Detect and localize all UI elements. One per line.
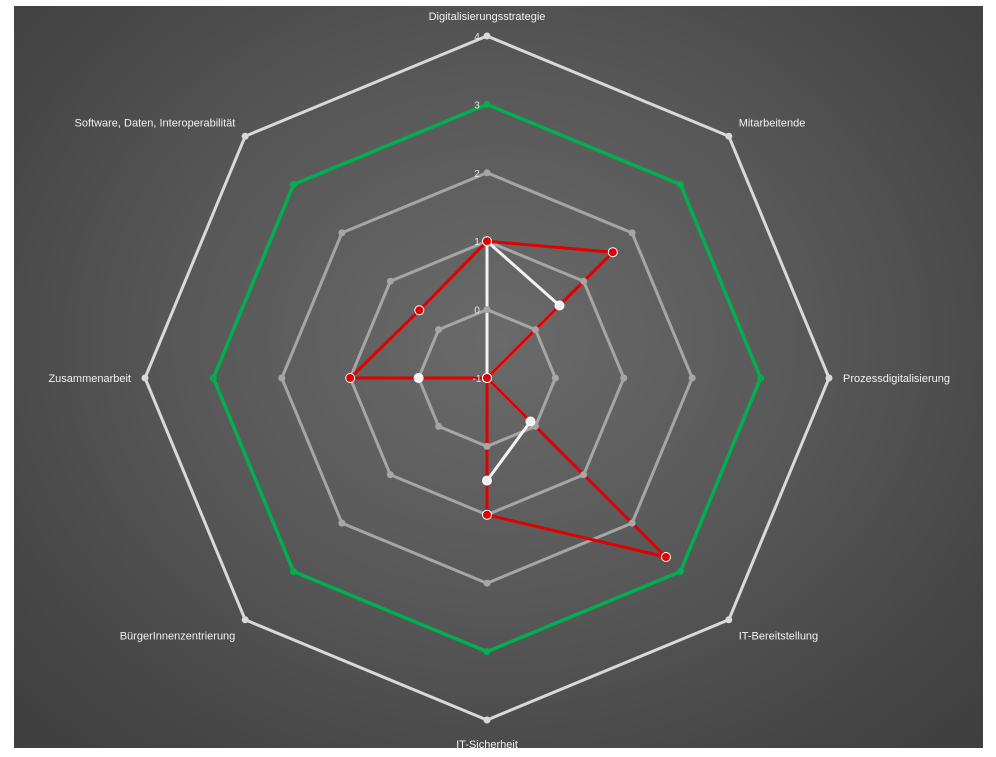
series-0-point-6 [141, 374, 149, 382]
tick-label-0: -1 [473, 374, 482, 385]
series-6-point-5 [482, 373, 492, 383]
series-6-point-3 [661, 552, 671, 562]
series-6-point-7 [414, 305, 425, 316]
series-4-point-5 [435, 422, 443, 430]
series-4-point-0 [483, 306, 491, 314]
tick-label-4: 3 [474, 100, 480, 111]
tick-label-3: 2 [474, 169, 480, 180]
tick-label-1: 0 [474, 306, 480, 317]
series-3-point-5 [386, 471, 394, 479]
series-1-point-2 [757, 374, 765, 382]
series-1-point-5 [290, 568, 297, 575]
series-3-point-7 [386, 277, 394, 285]
series-0-point-2 [825, 374, 833, 382]
series-6-point-4 [482, 509, 492, 520]
series-2-point-4 [483, 579, 491, 587]
series-4-point-7 [435, 326, 443, 334]
series-2-point-0 [483, 169, 491, 177]
series-2-point-3 [628, 519, 636, 527]
series-1-point-3 [677, 568, 684, 575]
tick-label-5: 4 [474, 32, 480, 43]
series-2-point-6 [278, 374, 286, 382]
chart-area: -1 0 1 2 3 4 Digitalisierungsstrategie Mitarbe… [14, 6, 983, 748]
series-6-point-6 [345, 373, 356, 383]
series-4-point-1 [531, 326, 539, 334]
radar-chart: -1 0 1 2 3 4 Digitalisierungsstrategie Mitarbe… [48, 11, 950, 748]
tick-labels: -1 0 1 2 3 4 [473, 32, 482, 385]
series-0-point-5 [241, 616, 249, 624]
series-6-point-1 [607, 247, 618, 258]
series-4-point-2 [551, 374, 559, 382]
series-6-point-0 [482, 236, 492, 247]
category-label-3: IT-Bereitstellung [739, 631, 818, 643]
category-label-0: Digitalisierungsstrategie [429, 11, 546, 23]
category-label-1: Mitarbeitende [739, 117, 806, 129]
series-2-point-1 [628, 229, 636, 237]
series-5-point-3 [525, 416, 536, 427]
series-3-point-3 [580, 471, 588, 479]
series-1-point-0 [483, 100, 491, 108]
points-layer [141, 32, 833, 724]
series-0-point-0 [483, 32, 491, 40]
series-0-point-3 [725, 616, 733, 624]
category-label-2: Prozessdigitalisierung [843, 373, 950, 385]
category-label-7: Software, Daten, Interoperabilität [74, 117, 235, 129]
category-label-6: Zusammenarbeit [48, 373, 131, 385]
series-1-point-7 [290, 181, 297, 188]
series-2-point-2 [688, 374, 696, 382]
series-0-point-7 [241, 132, 249, 140]
series-3-point-1 [580, 277, 588, 285]
category-labels: Digitalisierungsstrategie Mitarbeitende Pr… [48, 11, 950, 748]
series-0-point-1 [725, 132, 733, 140]
category-label-5: BürgerInnenzentrierung [120, 631, 236, 643]
category-label-4: IT-Sicherheit [456, 739, 518, 748]
tick-label-2: 1 [474, 237, 480, 248]
series-5-point-6 [413, 373, 424, 383]
series-5-point-4 [482, 475, 492, 486]
series-1-point-4 [483, 648, 491, 656]
series-3-point-2 [620, 374, 628, 382]
series-2-point-5 [338, 519, 346, 527]
series-5-point-1 [554, 300, 565, 311]
series-6-line [348, 239, 668, 559]
series-1-point-6 [209, 374, 217, 382]
series-0-point-4 [483, 716, 491, 724]
series-1-point-1 [677, 181, 684, 188]
series-2-point-7 [338, 229, 346, 237]
series-4-point-4 [483, 442, 491, 450]
